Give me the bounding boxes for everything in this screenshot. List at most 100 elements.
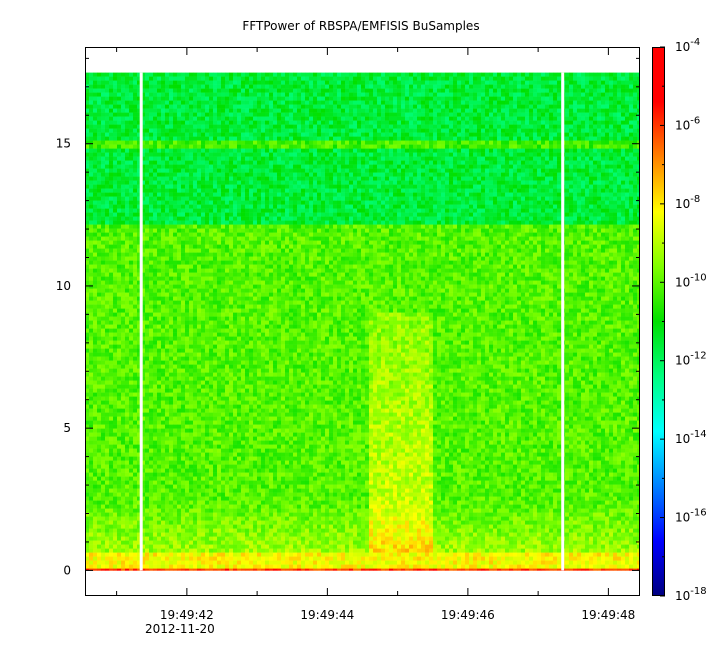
spectrogram-cell — [245, 196, 250, 201]
spectrogram-cell — [581, 184, 586, 189]
spectrogram-cell — [385, 80, 390, 85]
spectrogram-cell — [137, 128, 142, 133]
spectrogram-cell — [465, 180, 470, 185]
spectrogram-cell — [205, 92, 210, 97]
spectrogram-cell — [305, 184, 310, 189]
spectrogram-cell — [613, 112, 618, 117]
spectrogram-cell — [621, 152, 626, 157]
spectrogram-cell — [577, 196, 582, 201]
spectrogram-cell — [465, 164, 470, 169]
spectrogram-cell — [349, 212, 354, 217]
spectrogram-cell — [297, 192, 302, 197]
spectrogram-cell — [265, 144, 270, 149]
spectrogram-cell — [529, 196, 534, 201]
spectrogram-cell — [485, 116, 490, 121]
spectrogram-cell — [589, 116, 594, 121]
spectrogram-cell — [573, 180, 578, 185]
spectrogram-cell — [173, 132, 178, 137]
spectrogram-cell — [309, 168, 314, 173]
spectrogram-cell — [177, 212, 182, 217]
spectrogram-cell — [365, 192, 370, 197]
spectrogram-cell — [625, 132, 630, 137]
spectrogram-cell — [625, 192, 630, 197]
spectrogram-cell — [217, 84, 222, 89]
spectrogram-cell — [173, 116, 178, 121]
spectrogram-cell — [217, 136, 222, 141]
spectrogram-cell — [393, 84, 398, 89]
spectrogram-cell — [93, 124, 98, 129]
spectrogram-cell — [241, 72, 246, 77]
spectrogram-cell — [405, 92, 410, 97]
spectrogram-cell — [369, 136, 374, 141]
spectrogram-cell — [525, 92, 530, 97]
spectrogram-cell — [425, 136, 430, 141]
spectrogram-cell — [209, 136, 214, 141]
spectrogram-cell — [617, 112, 622, 117]
spectrogram-cell — [261, 208, 266, 213]
spectrogram-cell — [445, 200, 450, 205]
spectrogram-cell — [117, 208, 122, 213]
spectrogram-cell — [309, 132, 314, 137]
spectrogram-cell — [601, 84, 606, 89]
spectrogram-cell — [477, 132, 482, 137]
spectrogram-cell — [529, 140, 534, 145]
spectrogram-cell — [177, 172, 182, 177]
spectrogram-cell — [229, 188, 234, 193]
spectrogram-cell — [361, 140, 366, 145]
spectrogram-cell — [257, 104, 262, 109]
spectrogram-cell — [385, 180, 390, 185]
spectrogram-cell — [361, 88, 366, 93]
spectrogram-cell — [341, 136, 346, 141]
spectrogram-cell — [385, 84, 390, 89]
spectrogram-cell — [161, 140, 166, 145]
spectrogram-cell — [157, 140, 162, 145]
spectrogram-cell — [473, 192, 478, 197]
spectrogram-cell — [193, 80, 198, 85]
spectrogram-cell — [565, 172, 570, 177]
spectrogram-cell — [545, 96, 550, 101]
spectrogram-cell — [441, 204, 446, 209]
spectrogram-cell — [525, 104, 530, 109]
spectrogram-cell — [249, 92, 254, 97]
spectrogram-cell — [437, 96, 442, 101]
spectrogram-cell — [209, 164, 214, 169]
spectrogram-cell — [233, 112, 238, 117]
spectrogram-cell — [525, 112, 530, 117]
spectrogram-cell — [589, 172, 594, 177]
spectrogram-cell — [457, 140, 462, 145]
spectrogram-cell — [93, 76, 98, 81]
spectrogram-cell — [269, 88, 274, 93]
spectrogram-cell — [225, 148, 230, 153]
spectrogram-cell — [493, 164, 498, 169]
spectrogram-cell — [245, 84, 250, 89]
spectrogram-cell — [525, 164, 530, 169]
spectrogram-cell — [433, 124, 438, 129]
spectrogram-cell — [509, 184, 514, 189]
spectrogram-cell — [549, 200, 554, 205]
spectrogram-cell — [285, 88, 290, 93]
spectrogram-cell — [617, 188, 622, 193]
spectrogram-cell — [397, 148, 402, 153]
spectrogram-cell — [257, 76, 262, 81]
spectrogram-cell — [389, 144, 394, 149]
spectrogram-cell — [341, 104, 346, 109]
spectrogram-cell — [537, 156, 542, 161]
spectrogram-cell — [585, 84, 590, 89]
spectrogram-cell — [233, 168, 238, 173]
spectrogram-cell — [349, 116, 354, 121]
spectrogram-cell — [477, 196, 482, 201]
spectrogram-cell — [577, 136, 582, 141]
spectrogram-cell — [521, 132, 526, 137]
spectrogram-cell — [557, 120, 562, 125]
spectrogram-cell — [153, 116, 158, 121]
spectrogram-cell — [337, 76, 342, 81]
spectrogram-cell — [517, 120, 522, 125]
spectrogram-cell — [417, 140, 422, 145]
spectrogram-cell — [525, 132, 530, 137]
spectrogram-cell — [489, 208, 494, 213]
spectrogram-cell — [425, 120, 430, 125]
spectrogram-cell — [441, 100, 446, 105]
spectrogram-cell — [597, 112, 602, 117]
spectrogram-cell — [541, 192, 546, 197]
spectrogram-cell — [149, 112, 154, 117]
